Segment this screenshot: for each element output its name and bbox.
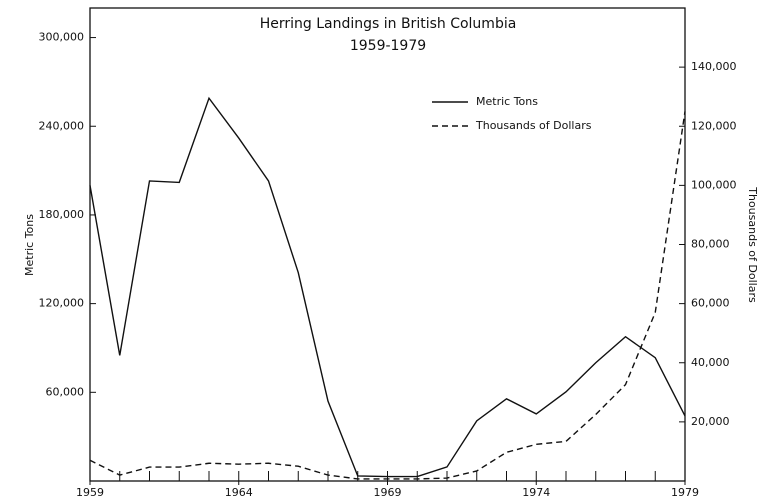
legend-label: Metric Tons (476, 95, 538, 108)
y2-tick-label: 140,000 (691, 60, 737, 73)
y2-tick-label: 100,000 (691, 178, 737, 191)
y2-tick-label: 80,000 (691, 238, 730, 251)
x-tick-label: 1979 (671, 486, 699, 499)
x-tick-label: 1974 (522, 486, 550, 499)
y-axis-label: Metric Tons (23, 214, 36, 276)
series-line (89, 111, 686, 480)
plot-frame (89, 7, 686, 482)
y2-tick-label: 20,000 (691, 415, 730, 428)
x-tick-label: 1969 (374, 486, 402, 499)
legend-label: Thousands of Dollars (475, 119, 592, 132)
y2-tick-label: 40,000 (691, 356, 730, 369)
x-tick-label: 1959 (76, 486, 104, 499)
y-tick-label: 240,000 (39, 119, 85, 132)
y2-tick-label: 120,000 (691, 119, 737, 132)
chart-subtitle: 1959-1979 (350, 38, 426, 54)
y2-tick-label: 60,000 (691, 297, 730, 310)
x-tick-label: 1964 (225, 486, 253, 499)
chart-title: Herring Landings in British Columbia (260, 16, 517, 32)
y-tick-label: 300,000 (39, 31, 85, 44)
y2-axis-label: Thousands of Dollars (746, 186, 759, 303)
y-tick-label: 60,000 (46, 385, 85, 398)
series-line (89, 96, 686, 478)
y-tick-label: 180,000 (39, 208, 85, 221)
y-tick-label: 120,000 (39, 297, 85, 310)
